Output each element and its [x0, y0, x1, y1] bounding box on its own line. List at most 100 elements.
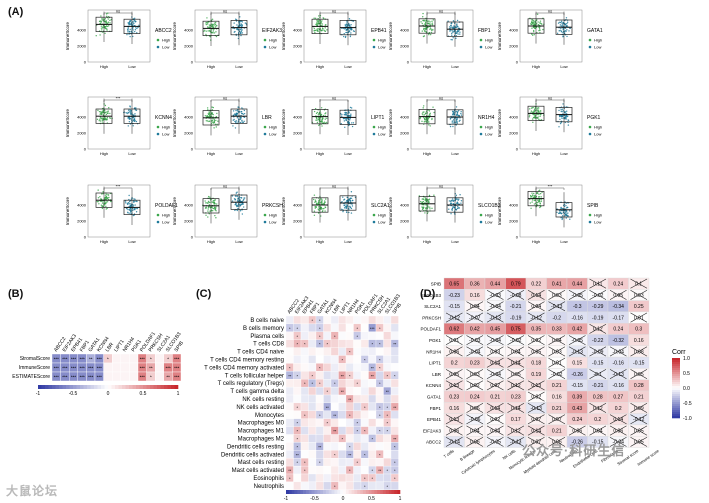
- corr-value: -0.07: [469, 315, 481, 321]
- data-point-high: [213, 127, 215, 129]
- data-point-low: [457, 205, 459, 208]
- heat-cell: [338, 465, 347, 475]
- plot-frame: [303, 9, 367, 63]
- data-point-low: [350, 24, 352, 26]
- legend-dot-low: [156, 132, 160, 136]
- data-point-low: [125, 112, 127, 114]
- corr-value: 0.07: [531, 440, 541, 446]
- data-point-high: [529, 108, 531, 110]
- data-point-high: [205, 33, 207, 36]
- data-point-high: [205, 202, 207, 204]
- col-label-lbr: LBR: [105, 341, 116, 353]
- legend-label-high: High: [162, 213, 170, 218]
- insignificant-cross: [445, 369, 463, 379]
- heat-cell: [308, 323, 317, 332]
- legend-label-low: Low: [594, 220, 601, 225]
- gene-label: PGK1: [587, 115, 601, 121]
- data-point-low: [343, 207, 346, 209]
- data-point-high: [215, 126, 218, 128]
- corr-value: -0.15: [592, 361, 604, 367]
- data-point-high: [101, 205, 104, 207]
- heat-cell: [293, 473, 302, 483]
- star-label: ***: [71, 357, 77, 362]
- insignificant-cross: [527, 335, 545, 346]
- corr-value: -0.04: [490, 372, 502, 378]
- data-point-high: [424, 23, 427, 26]
- data-point-low: [128, 194, 130, 197]
- data-point-high: [215, 25, 217, 27]
- x-tick-label: High: [423, 239, 431, 244]
- y-axis-label: ImmuneScore: [388, 21, 393, 50]
- data-point-high: [314, 206, 316, 208]
- star-label: *: [394, 476, 396, 481]
- heat-cell: [330, 323, 339, 332]
- insignificant-cross: [630, 436, 648, 447]
- data-point-low: [457, 110, 459, 113]
- data-point-low: [566, 29, 568, 31]
- heat-cell: [323, 442, 332, 451]
- heat-cell: [383, 331, 392, 340]
- heat-cell: [300, 386, 309, 396]
- corr-value: 0.04: [552, 338, 562, 344]
- corr-value: 0.35: [531, 327, 541, 333]
- y-tick-label: 2000: [509, 44, 519, 49]
- significance-label: ns: [332, 9, 336, 14]
- data-point-low: [452, 20, 455, 22]
- data-point-low: [455, 121, 457, 124]
- data-point-low: [237, 110, 240, 113]
- y-axis-label: ImmuneScore: [65, 196, 70, 225]
- data-point-high: [326, 117, 328, 119]
- data-point-low: [569, 27, 571, 29]
- data-point-high: [536, 201, 538, 203]
- data-point-low: [560, 206, 562, 209]
- heat-cell: [345, 386, 354, 396]
- legend-swatch: [672, 396, 680, 399]
- data-point-high: [433, 194, 435, 196]
- star-label: **: [371, 365, 375, 370]
- data-point-high: [209, 196, 211, 198]
- corr-value: 0.01: [552, 361, 562, 367]
- heat-cell: [338, 394, 347, 404]
- x-tick-label: High: [532, 239, 540, 244]
- data-point-high: [320, 121, 323, 123]
- heat-cell: [308, 347, 317, 356]
- data-point-high: [421, 30, 424, 32]
- data-point-high: [537, 116, 539, 118]
- heat-cell: [330, 386, 339, 396]
- data-point-high: [213, 201, 215, 203]
- star-label: ***: [140, 357, 146, 362]
- legend-tick: 0.5: [683, 371, 690, 377]
- data-point-high: [318, 209, 320, 212]
- colorbar-c-swatch: [291, 490, 295, 494]
- y-axis-label: ImmuneScore: [281, 108, 286, 137]
- data-point-high: [533, 108, 536, 111]
- colorbar-b-swatch: [38, 385, 42, 389]
- panel-c-heatmap: ABCC2EIF2AK3EPB41FBP1GATA1KCNN4LBRLIPT1N…: [204, 293, 403, 502]
- star-label: *: [349, 444, 351, 449]
- data-point-low: [127, 31, 129, 33]
- data-point-high: [317, 30, 319, 33]
- heat-cell: [353, 442, 362, 451]
- data-point-low: [342, 210, 344, 213]
- legend-dot-high: [156, 213, 160, 217]
- data-point-high: [429, 28, 431, 31]
- legend-swatch: [672, 392, 680, 395]
- row-label: Mast cells resting: [238, 460, 284, 466]
- data-point-high: [216, 123, 218, 125]
- data-point-high: [99, 196, 101, 198]
- data-point-high: [533, 23, 535, 25]
- data-point-low: [241, 107, 243, 109]
- insignificant-cross: [548, 335, 566, 346]
- colorbar-c-swatch: [397, 490, 401, 494]
- insignificant-cross: [630, 346, 648, 357]
- legend-dot-low: [372, 220, 376, 224]
- star-label: *: [371, 468, 373, 473]
- heat-cell: [129, 353, 139, 364]
- data-point-high: [207, 30, 209, 32]
- data-point-low: [235, 192, 237, 194]
- heat-cell: [375, 347, 384, 356]
- corr-value: 0.05: [531, 349, 541, 355]
- heat-cell: [300, 331, 309, 340]
- y-tick-label: 4000: [293, 115, 303, 120]
